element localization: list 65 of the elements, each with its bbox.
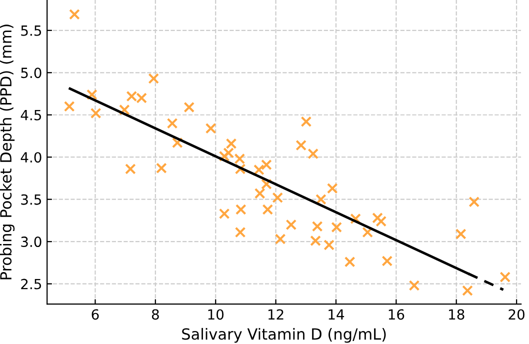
point xyxy=(408,280,420,291)
point xyxy=(468,196,480,208)
point xyxy=(234,226,246,238)
point xyxy=(234,153,246,164)
x-tick-label: 8 xyxy=(152,309,159,320)
point xyxy=(372,212,383,224)
point xyxy=(254,188,266,199)
x-tick-label: 6 xyxy=(92,309,99,320)
x-tick-label: 14 xyxy=(328,309,344,320)
y-tick-label: 5.0 xyxy=(21,68,42,78)
point xyxy=(344,256,356,268)
point xyxy=(156,162,167,174)
point xyxy=(184,102,195,113)
point xyxy=(86,89,98,100)
point xyxy=(462,285,473,296)
point xyxy=(300,116,312,128)
point xyxy=(376,216,387,227)
point xyxy=(261,178,272,190)
x-tick-label: 16 xyxy=(388,309,404,320)
x-tick-label: 12 xyxy=(268,309,284,320)
point xyxy=(261,159,272,170)
point xyxy=(148,73,160,84)
point xyxy=(272,192,284,204)
x-tick-label: 18 xyxy=(449,309,464,320)
point xyxy=(331,222,342,233)
point xyxy=(286,219,297,230)
point xyxy=(234,164,246,174)
point xyxy=(455,228,466,240)
point xyxy=(90,108,102,119)
point xyxy=(254,164,264,176)
point xyxy=(326,182,338,194)
point xyxy=(218,150,230,162)
y-tick-label: 4.0 xyxy=(20,152,42,163)
point xyxy=(296,140,307,151)
point xyxy=(382,256,393,266)
point xyxy=(324,240,334,250)
point xyxy=(274,234,286,244)
y-tick-label: 4.5 xyxy=(20,110,42,120)
point xyxy=(118,104,130,116)
x-tick-label: 10 xyxy=(208,309,224,320)
point xyxy=(166,118,178,129)
point xyxy=(310,235,321,246)
point xyxy=(69,8,80,20)
y-tick-label: 3.0 xyxy=(21,236,42,248)
x-tick-label: 20 xyxy=(508,309,524,320)
point xyxy=(312,220,323,232)
x-axis-title: Salivary Vitamin D (ng/mL) xyxy=(182,328,386,343)
point xyxy=(308,148,319,160)
point xyxy=(226,138,237,150)
point xyxy=(205,122,216,134)
point xyxy=(316,194,326,205)
y-tick-label: 2.5 xyxy=(21,278,42,290)
point xyxy=(64,100,75,112)
point xyxy=(350,213,361,224)
point xyxy=(218,208,230,220)
point xyxy=(125,164,136,174)
point xyxy=(235,204,246,215)
y-tick-label: 5.5 xyxy=(21,26,42,36)
point xyxy=(500,272,511,282)
point xyxy=(362,226,374,238)
y-tick-label: 3.5 xyxy=(21,194,42,205)
y-axis-title: Probing Pocket Depth (PPD) (mm) xyxy=(0,24,15,280)
point xyxy=(223,147,234,158)
point xyxy=(262,204,274,215)
point xyxy=(172,137,183,148)
